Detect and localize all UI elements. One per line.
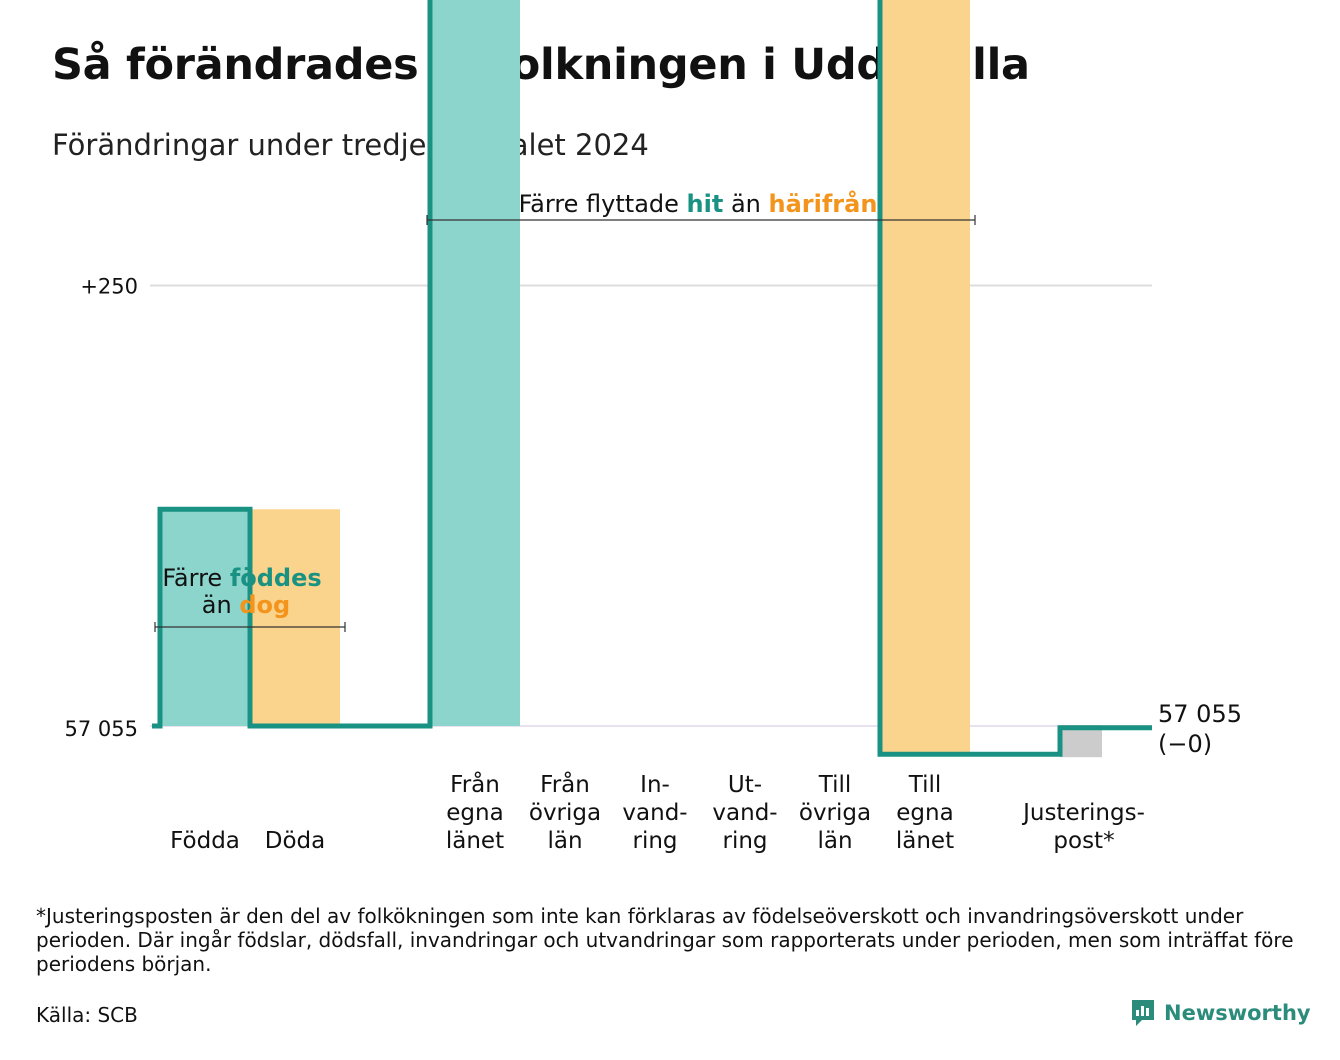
y-baseline-label: 57 055	[65, 717, 138, 741]
x-category-label: länet	[446, 828, 504, 854]
end-change-label: (−0)	[1158, 730, 1212, 758]
births-annotation-line1: Färre föddes	[162, 564, 321, 592]
source-note: Källa: SCB	[36, 1003, 138, 1027]
end-value-label: 57 055	[1158, 700, 1242, 728]
chart-subtitle: Förändringar under tredje kvartalet 2024	[52, 128, 649, 162]
births-annotation-line2: än dog	[202, 591, 290, 619]
chart-title: Så förändrades befolkningen i Uddevalla	[52, 40, 1030, 90]
x-category-label: övriga	[799, 800, 871, 826]
x-category-label: vand-	[622, 800, 687, 826]
x-category-label: egna	[446, 800, 503, 826]
x-category-label: ring	[722, 828, 767, 854]
x-category-label: Från	[540, 770, 590, 798]
x-category-label: Från	[450, 770, 500, 798]
y-tick-label: +250	[80, 275, 138, 299]
brand-logo: Newsworthy	[1130, 998, 1311, 1028]
waterfall-bar-outflow	[880, 0, 970, 755]
migration-annotation: Färre flyttade hit än härifrån	[519, 189, 878, 218]
x-category-label: Till	[818, 772, 852, 798]
x-category-label: vand-	[712, 800, 777, 826]
brand-name: Newsworthy	[1164, 1001, 1311, 1025]
x-category-label: län	[547, 828, 582, 854]
x-category-label: övriga	[529, 800, 601, 826]
x-category-label: ring	[632, 828, 677, 854]
waterfall-bar-inflow	[430, 0, 520, 726]
cumulative-step-line	[152, 0, 1152, 757]
waterfall-bar-outflow	[250, 509, 340, 726]
waterfall-bar-inflow	[160, 509, 250, 726]
x-category-label: länet	[896, 828, 954, 854]
x-category-label: Till	[908, 772, 942, 798]
x-category-label: egna	[896, 800, 953, 826]
x-category-label: Döda	[265, 828, 325, 854]
x-category-label: län	[817, 828, 852, 854]
x-category-label: Födda	[170, 828, 240, 854]
x-category-label: In-	[640, 772, 670, 798]
footnote: *Justeringsposten är den del av folkökni…	[36, 904, 1294, 976]
adjustment-bar	[1060, 725, 1102, 758]
x-category-label: Ut-	[728, 772, 762, 798]
x-category-label: post*	[1053, 828, 1114, 854]
newsworthy-logo-icon	[1132, 1000, 1154, 1026]
x-category-label: Justerings-	[1021, 800, 1145, 826]
